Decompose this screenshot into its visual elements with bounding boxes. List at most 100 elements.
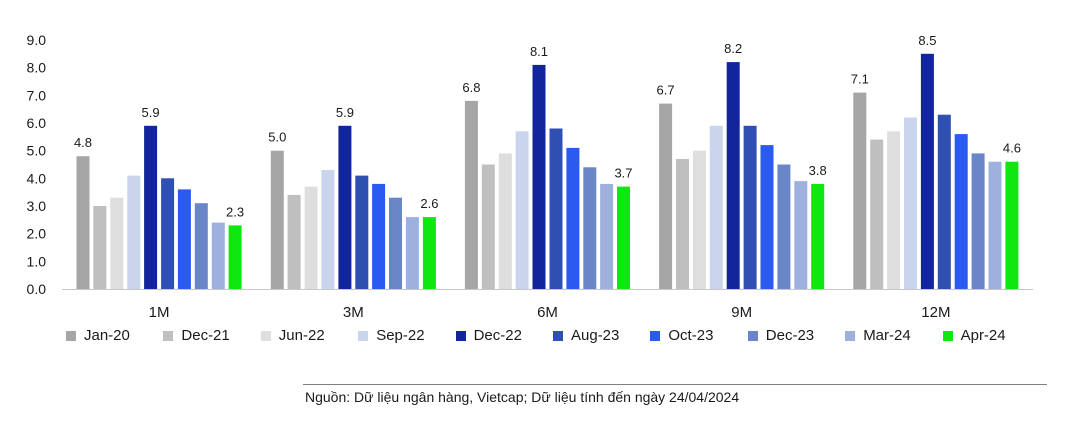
- bar-dec-23: [194, 203, 208, 289]
- legend-label: Jun-22: [278, 327, 325, 344]
- y-tick-label: 4.0: [27, 170, 47, 186]
- bar-dec-22: [532, 64, 546, 290]
- bar-jan-20: [853, 92, 867, 289]
- legend-item: Apr-24: [942, 327, 1006, 344]
- x-category-label: 12M: [921, 304, 950, 321]
- y-tick-label: 8.0: [27, 60, 47, 76]
- bar-apr-24: [811, 183, 825, 289]
- legend-label: Dec-21: [181, 327, 230, 344]
- legend-swatch: [553, 330, 563, 341]
- legend-item: Dec-21: [163, 327, 230, 344]
- data-label: 6.7: [657, 83, 675, 98]
- legend-label: Aug-23: [571, 327, 620, 344]
- legend-item: Jun-22: [260, 327, 325, 344]
- bar-jan-20: [76, 156, 90, 289]
- legend-item: Mar-24: [845, 327, 911, 344]
- bar-mar-24: [794, 181, 808, 289]
- y-tick-label: 0.0: [27, 281, 47, 297]
- bar-jan-20: [270, 150, 284, 289]
- data-label: 8.1: [530, 44, 548, 59]
- y-tick-label: 9.0: [27, 32, 47, 48]
- legend-label: Dec-23: [765, 327, 815, 344]
- legend-label: Dec-22: [473, 327, 522, 344]
- legend-swatch: [650, 330, 661, 341]
- bar-apr-24: [1005, 161, 1019, 289]
- bar-aug-23: [161, 178, 175, 289]
- data-label: 2.6: [420, 196, 438, 211]
- bar-mar-24: [405, 217, 419, 289]
- legend-label: Mar-24: [863, 327, 911, 344]
- bar-sep-22: [321, 170, 335, 289]
- bar-jun-22: [304, 186, 318, 289]
- bar-aug-23: [549, 128, 563, 289]
- legend-label: Sep-22: [376, 327, 425, 344]
- bar-mar-24: [600, 183, 614, 289]
- bar-mar-24: [211, 222, 225, 289]
- legend-item: Dec-23: [747, 327, 815, 344]
- bar-sep-22: [515, 131, 529, 289]
- bar-sep-22: [127, 175, 141, 289]
- bar-apr-24: [228, 225, 242, 289]
- bar-oct-23: [760, 145, 774, 289]
- bar-apr-24: [617, 186, 630, 289]
- x-category-label: 9M: [731, 304, 752, 321]
- bar-dec-23: [583, 167, 597, 289]
- legend-swatch: [942, 330, 953, 341]
- legend-label: Apr-24: [960, 327, 1006, 344]
- y-tick-label: 3.0: [27, 198, 47, 214]
- bar-dec-21: [287, 194, 301, 289]
- bar-dec-23: [777, 164, 791, 289]
- y-tick-label: 1.0: [27, 253, 47, 269]
- bar-dec-23: [971, 153, 985, 289]
- data-label: 7.1: [851, 72, 869, 87]
- legend-item: Aug-23: [553, 327, 619, 344]
- bar-jun-22: [110, 197, 124, 289]
- y-tick-label: 7.0: [27, 87, 47, 103]
- bar-oct-23: [177, 189, 191, 289]
- x-category-label: 3M: [343, 304, 364, 321]
- legend-swatch: [66, 330, 76, 341]
- legend-swatch: [260, 330, 271, 341]
- bar-sep-22: [904, 117, 917, 289]
- legend-item: Sep-22: [358, 327, 425, 344]
- data-label: 3.7: [614, 166, 632, 181]
- legend-item: Oct-23: [650, 327, 713, 344]
- x-category-label: 6M: [537, 304, 558, 321]
- bar-sep-22: [709, 125, 723, 289]
- data-label: 8.2: [724, 41, 742, 56]
- legend-swatch: [845, 330, 856, 341]
- data-label: 8.5: [918, 33, 936, 48]
- bar-dec-21: [676, 159, 689, 289]
- bar-dec-21: [93, 206, 107, 289]
- bar-aug-23: [937, 114, 951, 289]
- bar-mar-24: [988, 161, 1002, 289]
- bar-apr-24: [422, 217, 436, 289]
- source-note: Nguồn: Dữ liệu ngân hàng, Vietcap; Dữ li…: [305, 389, 740, 405]
- bar-dec-22: [144, 125, 158, 289]
- bar-dec-22: [338, 125, 352, 289]
- y-tick-label: 6.0: [27, 115, 47, 131]
- bar-chart: 0.0 1.0 2.0 3.0 4.0 5.0 6.0 7.0 8.0 9.0 1M 3M 6M 9M 12…: [27, 32, 1033, 321]
- data-label: 3.8: [809, 163, 827, 178]
- legend-swatch: [358, 330, 369, 341]
- data-label: 4.6: [1003, 141, 1021, 156]
- bar-aug-23: [355, 175, 369, 289]
- data-label: 2.3: [226, 204, 244, 219]
- bar-dec-21: [870, 139, 884, 289]
- bar-oct-23: [372, 183, 386, 289]
- bar-jan-20: [464, 100, 478, 290]
- bar-dec-21: [481, 164, 495, 289]
- bar-dec-23: [389, 197, 402, 289]
- data-label: 5.9: [336, 105, 354, 120]
- legend-item: Jan-20: [66, 327, 130, 344]
- bar-oct-23: [954, 134, 968, 289]
- data-label: 5.0: [268, 130, 286, 145]
- legend-label: Jan-20: [84, 327, 130, 344]
- bar-aug-23: [743, 125, 757, 289]
- bar-dec-22: [920, 53, 934, 289]
- y-tick-label: 2.0: [27, 226, 47, 242]
- bar-jun-22: [692, 150, 706, 289]
- bar-oct-23: [566, 147, 580, 289]
- legend-swatch: [747, 330, 758, 341]
- legend-swatch: [163, 330, 174, 341]
